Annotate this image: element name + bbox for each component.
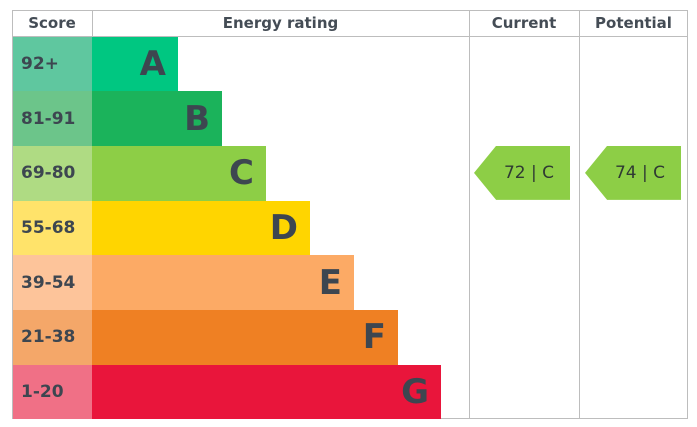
score-range: 1-20 [13,364,92,420]
score-range: 55-68 [13,200,92,256]
rating-bar-g: G [92,364,441,420]
score-range: 39-54 [13,255,92,310]
divider [12,36,688,37]
current-rating-label: 72 | C [503,162,555,183]
score-range: 92+ [13,36,92,92]
rating-bar-f: F [92,310,398,365]
rating-bar-b: B [92,91,222,146]
header-score: Score [28,14,76,32]
divider [579,10,580,419]
rating-bar-c: C [92,145,266,201]
header-energy-rating: Energy rating [222,14,339,32]
header-potential: Potential [595,14,672,32]
divider [469,10,470,419]
potential-rating-arrow: 74 | C [585,145,681,200]
current-rating-arrow: 72 | C [474,145,570,200]
score-range: 21-38 [13,310,92,365]
score-range: 69-80 [13,145,92,201]
score-range: 81-91 [13,91,92,146]
rating-bar-a: A [92,36,178,92]
header-current: Current [491,14,557,32]
rating-bar-d: D [92,200,310,256]
potential-rating-label: 74 | C [614,162,666,183]
rating-bar-e: E [92,255,354,310]
